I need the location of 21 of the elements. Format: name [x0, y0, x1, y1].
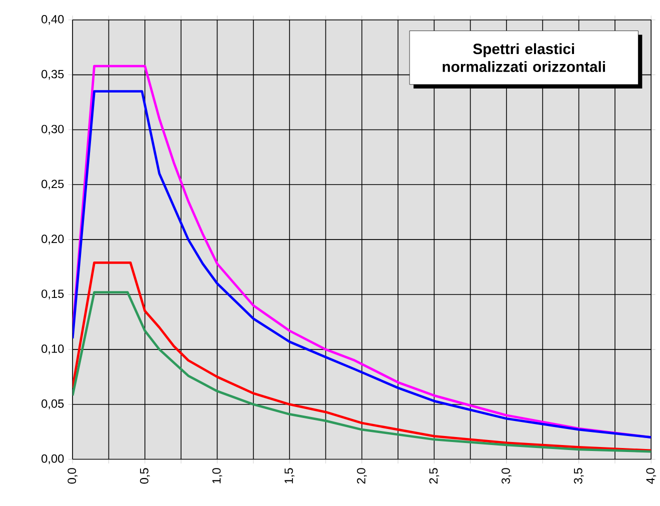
y-tick-label: 0,35	[42, 70, 64, 80]
x-tick-label: 4,0	[646, 468, 656, 484]
line-series	[72, 261, 652, 452]
x-tick-label: 3,0	[502, 468, 512, 484]
x-tick-label: 2,5	[429, 468, 440, 484]
y-tick-label: 0,20	[42, 234, 64, 244]
text: Spettri elastici normalizzati orizzontali	[442, 43, 605, 72]
x-tick-label: 3,5	[574, 468, 584, 484]
y-tick-label: 0,10	[42, 344, 64, 354]
x-tick-label: 0,5	[140, 468, 150, 484]
y-tick-label: 0,25	[42, 180, 64, 190]
y-tick-label: 0,05	[42, 399, 64, 410]
line-series	[72, 291, 652, 453]
y-tick-label: 0,30	[42, 124, 64, 135]
x-tick-label: 1,0	[212, 468, 222, 484]
y-tick-label: 0,15	[42, 290, 64, 300]
x-tick-label: 1,5	[284, 468, 294, 484]
x-tick-label: 0,0	[68, 468, 78, 484]
y-tick-label: 0,40	[42, 14, 64, 25]
y-tick-label: 0,00	[42, 454, 64, 464]
x-tick-label: 2,0	[356, 468, 367, 484]
